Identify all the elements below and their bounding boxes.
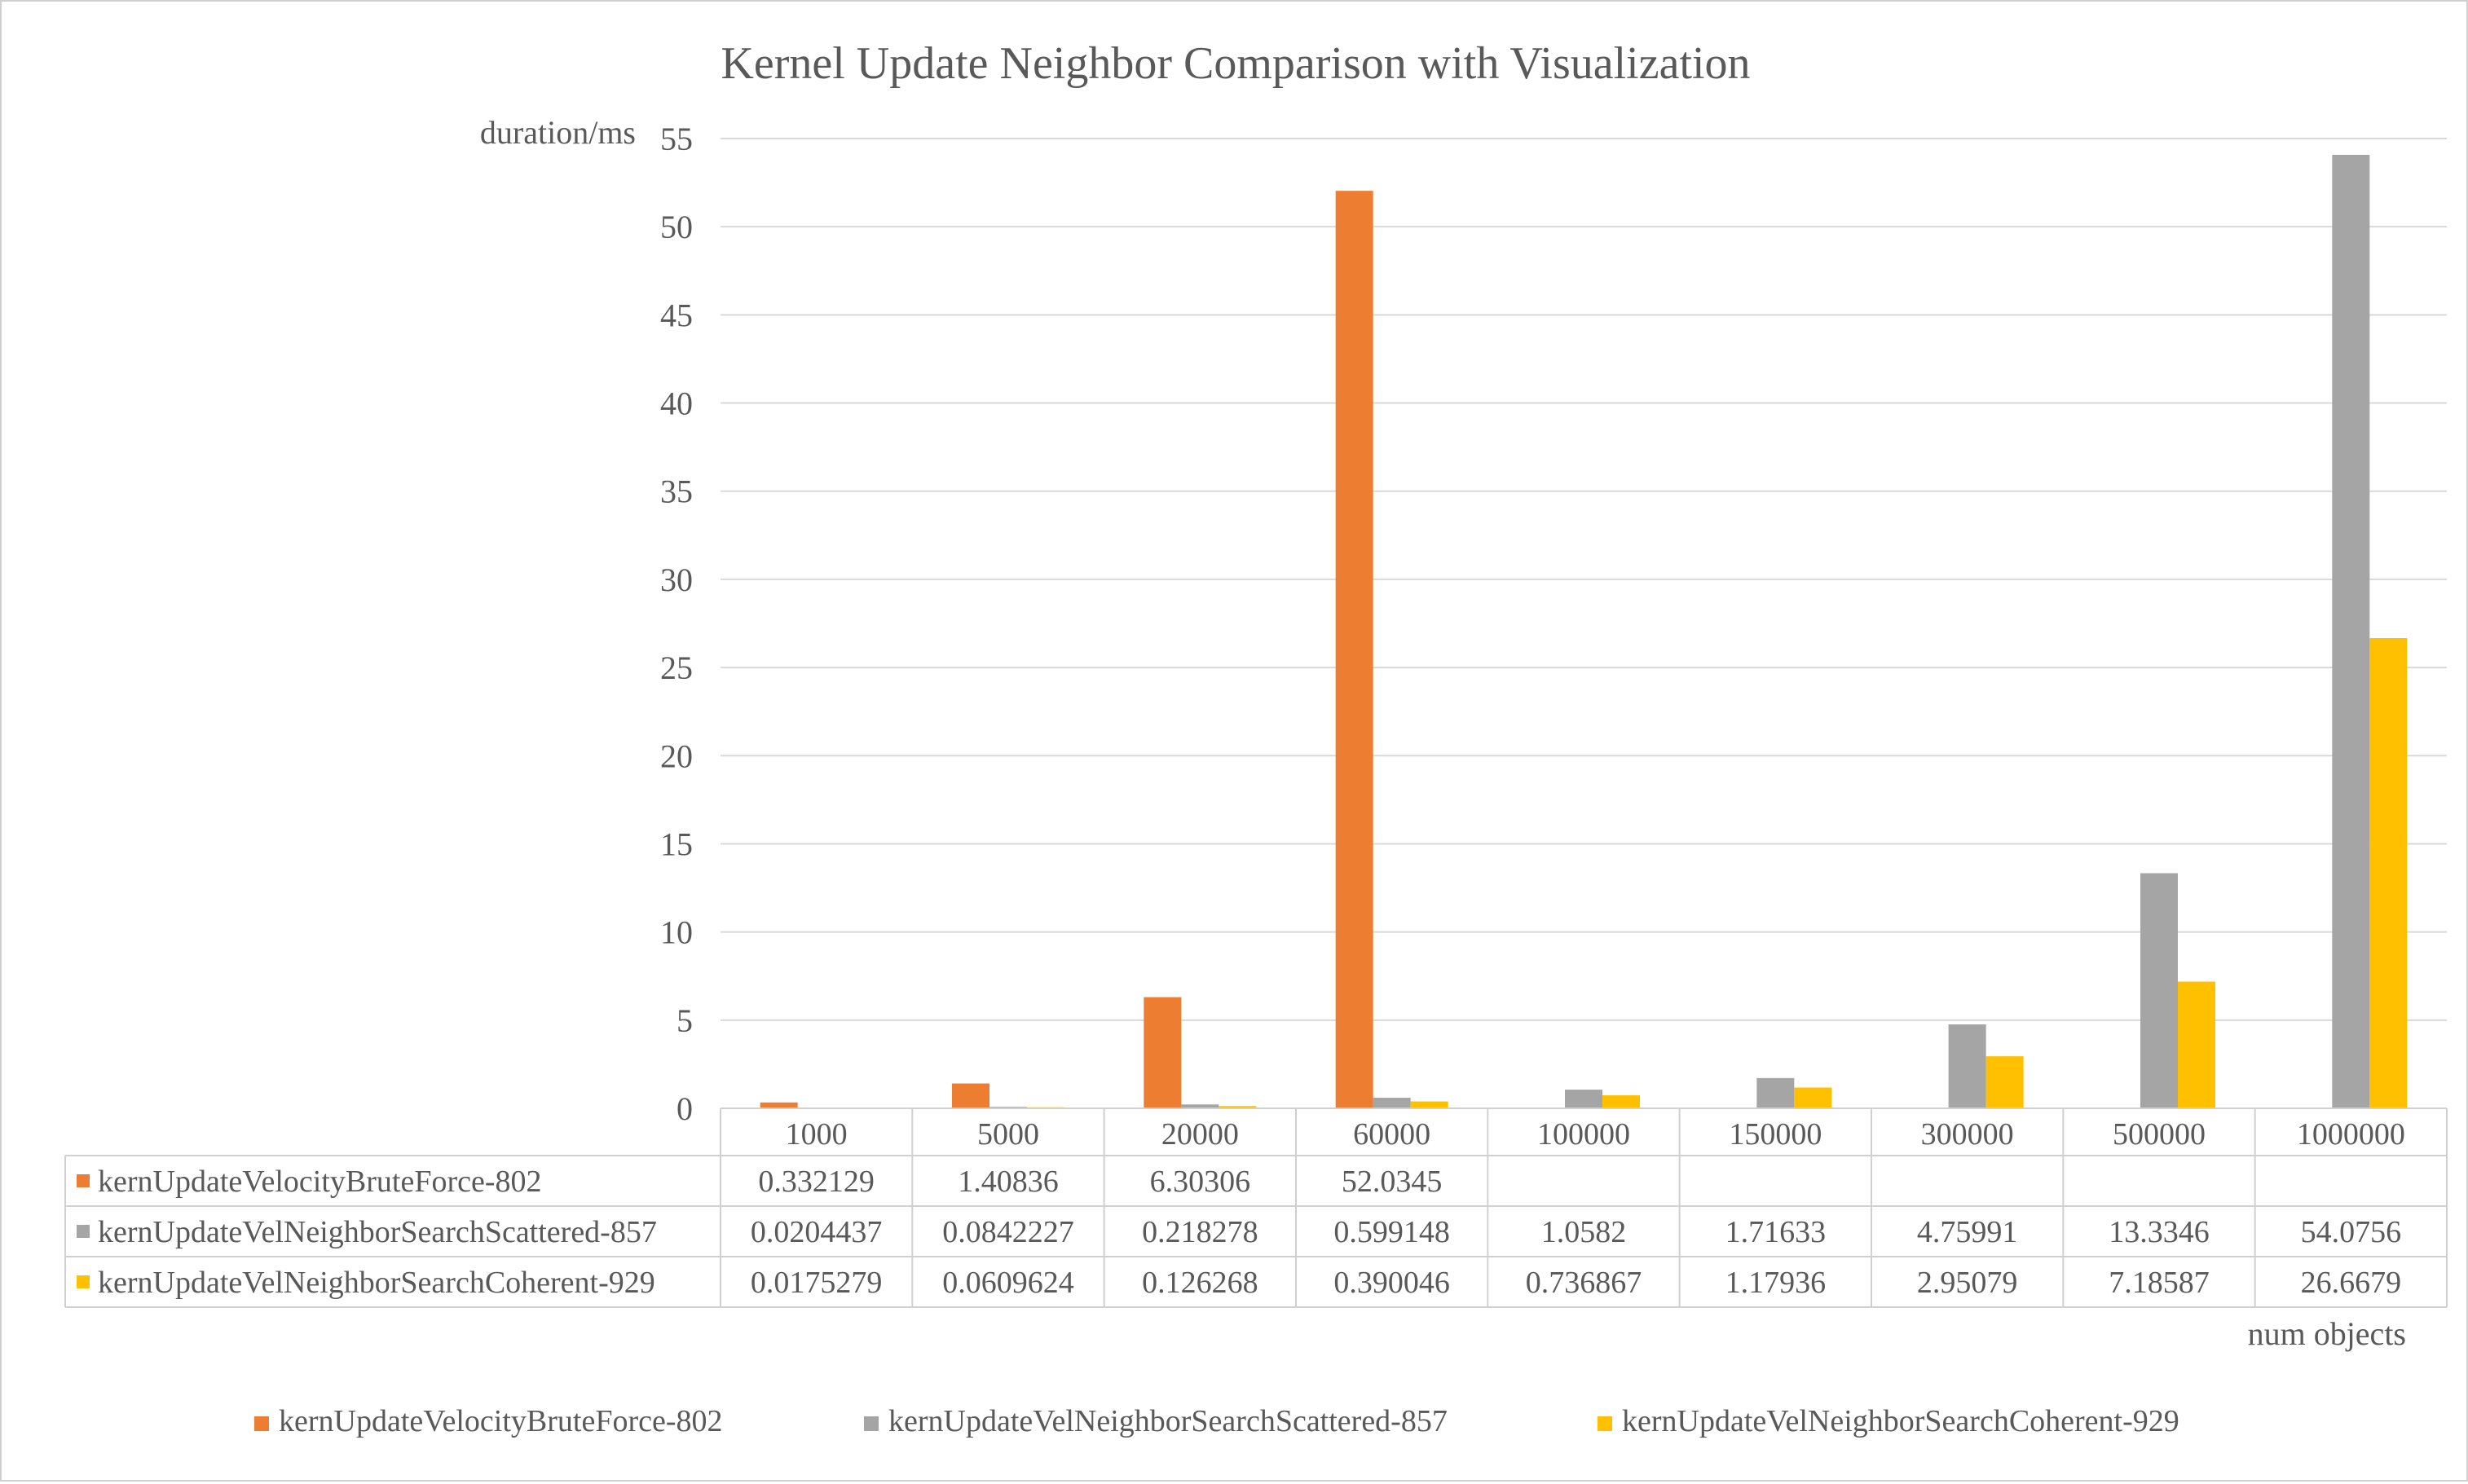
- y-tick-label: 40: [660, 385, 693, 422]
- data-label: 1.71633: [1725, 1215, 1827, 1249]
- legend-swatch: [254, 1416, 269, 1431]
- data-label: 0.0175279: [751, 1266, 883, 1300]
- data-label: 26.6679: [2301, 1266, 2402, 1300]
- data-table: 1000 5000 20000 60000 100000 150000 300000 5000…: [65, 1108, 2447, 1307]
- bar: [2140, 873, 2178, 1108]
- bar: [2178, 982, 2215, 1108]
- chart-title: Kernel Update Neighbor Comparison with V…: [721, 38, 1750, 89]
- bar: [1411, 1102, 1448, 1108]
- legend: kernUpdateVelocityBruteForce-802 kernUpda…: [254, 1404, 2179, 1438]
- data-label: 0.599148: [1333, 1215, 1450, 1249]
- y-tick-label: 30: [660, 561, 693, 598]
- data-label: 1.0582: [1541, 1215, 1627, 1249]
- y-tick-label: 20: [660, 738, 693, 774]
- bar: [2332, 155, 2369, 1108]
- x-axis-label: num objects: [2248, 1315, 2406, 1352]
- x-tick-label: 500000: [2113, 1117, 2206, 1152]
- data-label: 6.30306: [1150, 1165, 1251, 1199]
- data-label: 0.0842227: [942, 1215, 1074, 1249]
- bar: [1336, 191, 1373, 1108]
- data-label: 54.0756: [2301, 1215, 2402, 1249]
- y-tick-label: 10: [660, 914, 693, 951]
- data-label: 2.95079: [1917, 1266, 2018, 1300]
- data-label: 0.218278: [1142, 1215, 1258, 1249]
- data-label: 1.17936: [1725, 1266, 1827, 1300]
- x-tick-label: 300000: [1921, 1117, 2014, 1152]
- legend-label: kernUpdateVelocityBruteForce-802: [279, 1404, 723, 1438]
- table-legend-key: [77, 1174, 90, 1187]
- y-tick-label: 55: [660, 121, 693, 157]
- table-legend-key: [77, 1225, 90, 1238]
- table-series-name: kernUpdateVelNeighborSearchScattered-857: [98, 1215, 657, 1249]
- bar: [760, 1103, 798, 1108]
- x-tick-label: 60000: [1353, 1117, 1430, 1152]
- y-tick-label: 25: [660, 650, 693, 686]
- x-tick-label: 20000: [1161, 1117, 1239, 1152]
- y-axis-ticks: 0 5 10 15 20 25 30 35 40 45 50 55: [660, 121, 693, 1127]
- y-tick-label: 45: [660, 297, 693, 333]
- data-label: 1.40836: [958, 1165, 1059, 1199]
- x-tick-label: 150000: [1729, 1117, 1822, 1152]
- data-label: 0.736867: [1526, 1266, 1642, 1300]
- y-tick-label: 35: [660, 473, 693, 510]
- y-tick-label: 0: [676, 1090, 693, 1127]
- legend-swatch: [864, 1416, 879, 1431]
- bar: [2369, 638, 2407, 1108]
- table-series-name: kernUpdateVelNeighborSearchCoherent-929: [98, 1266, 655, 1300]
- legend-label: kernUpdateVelNeighborSearchScattered-857: [888, 1404, 1448, 1438]
- legend-label: kernUpdateVelNeighborSearchCoherent-929: [1622, 1404, 2179, 1438]
- bars: [760, 155, 2408, 1108]
- y-tick-label: 50: [660, 209, 693, 245]
- y-tick-label: 15: [660, 826, 693, 862]
- data-label: 4.75991: [1917, 1215, 2018, 1249]
- bar: [1373, 1098, 1411, 1108]
- bar: [1986, 1056, 2024, 1108]
- gridlines: [721, 139, 2447, 1108]
- bar: [952, 1084, 989, 1108]
- bar: [1144, 997, 1181, 1108]
- x-tick-label: 1000000: [2297, 1117, 2405, 1152]
- y-axis-label: duration/ms: [480, 114, 636, 151]
- table-legend-key: [77, 1275, 90, 1288]
- x-tick-label: 1000: [786, 1117, 848, 1152]
- x-tick-label: 100000: [1537, 1117, 1630, 1152]
- y-tick-label: 5: [676, 1002, 693, 1039]
- x-tick-label: 5000: [977, 1117, 1039, 1152]
- data-label: 7.18587: [2109, 1266, 2210, 1300]
- bar: [1602, 1095, 1640, 1108]
- data-label: 13.3346: [2109, 1215, 2210, 1249]
- data-label: 0.0609624: [942, 1266, 1074, 1300]
- bar: [1794, 1087, 1831, 1108]
- data-label: 52.0345: [1342, 1165, 1443, 1199]
- bar: [1949, 1024, 1986, 1108]
- data-label: 0.390046: [1333, 1266, 1450, 1300]
- data-label: 0.332129: [758, 1165, 875, 1199]
- legend-swatch: [1598, 1416, 1612, 1431]
- bar: [1756, 1078, 1794, 1108]
- data-label: 0.126268: [1142, 1266, 1258, 1300]
- bar: [1565, 1090, 1602, 1108]
- data-label: 0.0204437: [751, 1215, 883, 1249]
- table-series-name: kernUpdateVelocityBruteForce-802: [98, 1165, 542, 1199]
